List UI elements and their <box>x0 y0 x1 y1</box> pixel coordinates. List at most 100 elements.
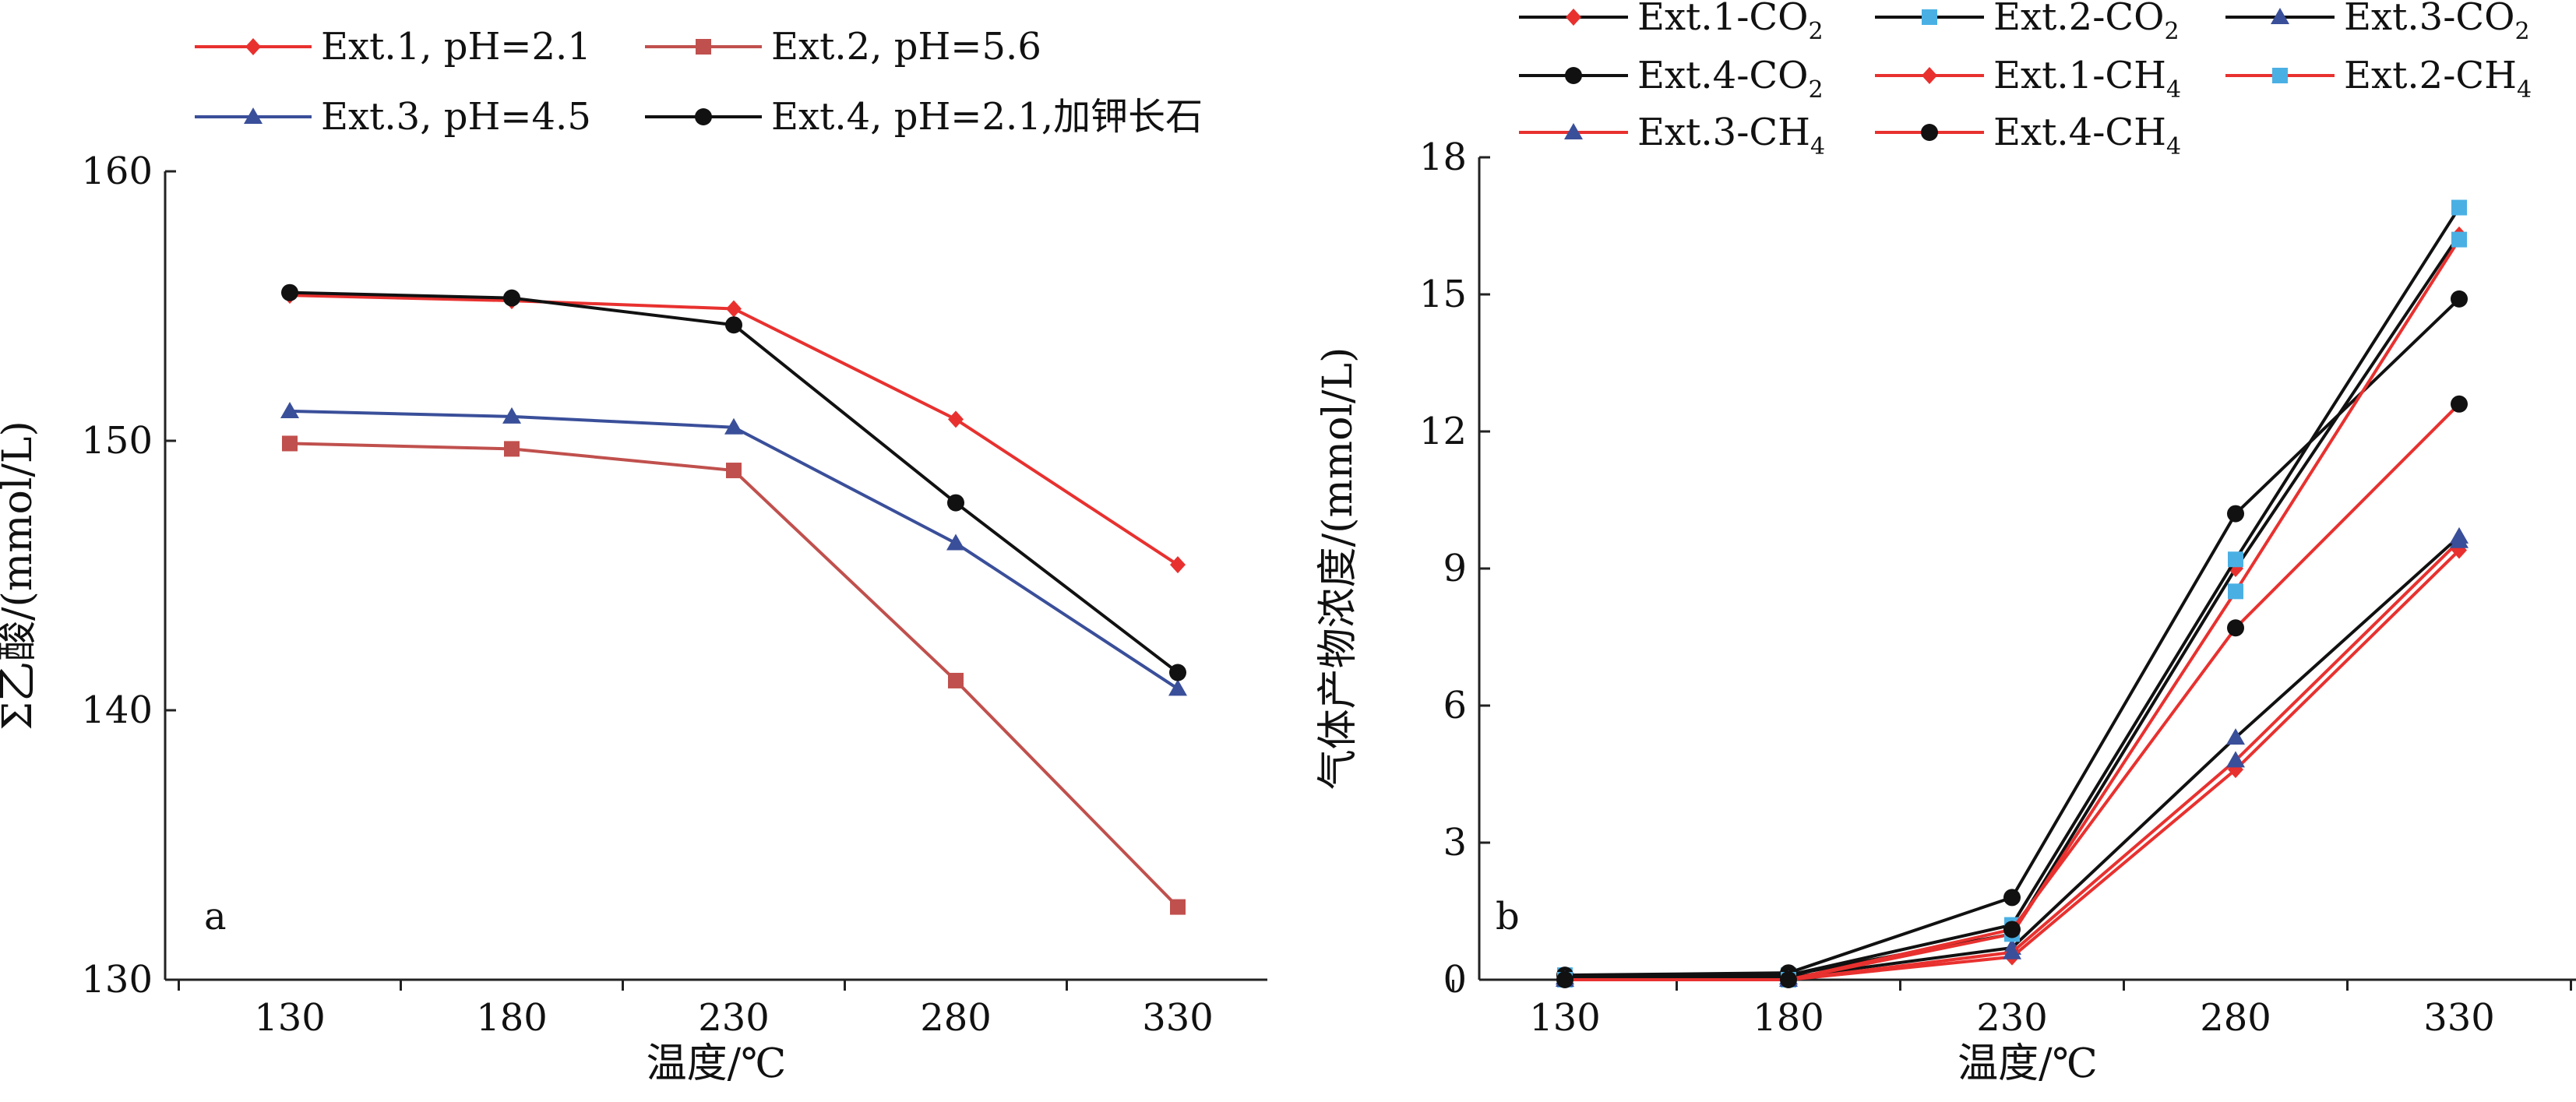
data-point <box>2451 395 2468 413</box>
data-point <box>1170 556 1186 574</box>
legend-label: Ext.3-CO2 <box>2344 0 2530 45</box>
legend-label-subscript: 2 <box>2515 18 2530 45</box>
data-point <box>502 407 521 424</box>
legend-label-text: Ext.1-CH <box>1993 54 2166 97</box>
data-point <box>948 672 964 688</box>
data-point <box>726 300 742 318</box>
y-tick-label: 160 <box>81 150 153 193</box>
data-point <box>1780 971 1797 988</box>
y-tick-label: 6 <box>1443 684 1467 727</box>
data-point <box>1169 664 1186 681</box>
legend-label: Ext.2-CO2 <box>1993 0 2180 45</box>
legend-label-text: Ext.2, pH=5.6 <box>771 25 1041 69</box>
y-tick-label: 150 <box>81 419 153 463</box>
y-tick-label: 15 <box>1419 273 1467 316</box>
data-point <box>2003 921 2021 938</box>
data-point <box>504 441 520 457</box>
data-point <box>1168 679 1187 696</box>
y-tick-label: 18 <box>1419 136 1467 179</box>
legend-label-text: Ext.2-CH <box>2344 54 2517 97</box>
legend-label-subscript: 2 <box>1809 18 1824 45</box>
x-axis-title: 温度/℃ <box>1958 1040 2098 1087</box>
data-point <box>726 463 742 479</box>
data-point <box>2451 231 2467 248</box>
series-line <box>1565 540 2461 981</box>
legend-label: Ext.4-CH4 <box>1993 111 2181 160</box>
data-point <box>2003 942 2021 959</box>
legend-label-subscript: 4 <box>2517 76 2532 104</box>
legend-label-subscript: 4 <box>2166 133 2181 160</box>
series-line <box>289 290 1179 674</box>
data-point <box>947 494 964 512</box>
legend-label: Ext.4, pH=2.1,加钾长石 <box>771 95 1203 139</box>
legend-label: Ext.3-CH4 <box>1637 111 1825 160</box>
legend-marker <box>1922 67 1937 84</box>
data-point <box>948 410 964 428</box>
x-tick-label: 130 <box>1529 996 1601 1040</box>
x-tick-label: 180 <box>476 996 548 1040</box>
legend-label: Ext.1-CO2 <box>1637 0 1824 45</box>
legend-label-text: Ext.4, pH=2.1,加钾长石 <box>771 95 1203 139</box>
legend-marker <box>1566 9 1581 26</box>
legend-marker <box>245 38 261 55</box>
legend-marker <box>1564 123 1583 139</box>
y-tick-label: 0 <box>1443 958 1467 1002</box>
legend-label: Ext.1, pH=2.1 <box>321 25 591 69</box>
legend-label-subscript: 2 <box>1809 76 1824 104</box>
x-tick-label: 230 <box>1976 996 2048 1040</box>
legend-label-text: Ext.3-CO <box>2344 0 2515 39</box>
data-point <box>282 435 298 452</box>
legend-label-text: Ext.4-CO <box>1637 54 1809 97</box>
series-line <box>1565 549 2461 981</box>
legend-label: Ext.2-CH4 <box>2344 54 2532 104</box>
x-tick-label: 230 <box>698 996 770 1040</box>
legend-label-text: Ext.1-CO <box>1637 0 1809 39</box>
x-axis-title: 温度/℃ <box>647 1040 787 1087</box>
legend-label-text: Ext.1, pH=2.1 <box>321 25 591 69</box>
series-line <box>289 409 1179 690</box>
data-point <box>724 417 743 435</box>
data-point <box>503 289 520 307</box>
data-point <box>2450 531 2469 548</box>
data-point <box>946 533 965 551</box>
y-axis-title: 气体产物浓度/(mmol/L) <box>1315 347 1362 790</box>
series-line <box>1565 206 2461 977</box>
x-tick-label: 130 <box>254 996 326 1040</box>
y-tick-label: 130 <box>81 958 153 1002</box>
chart-panel-b: 0 3 6 9 12 15 18 130 180 230 280 330 温度/℃ 气体产物浓度/(mmo… <box>1315 0 2576 1087</box>
legend-marker <box>2272 68 2288 83</box>
y-tick-label: 12 <box>1419 410 1467 453</box>
data-point <box>2003 889 2021 907</box>
y-tick-label: 9 <box>1443 547 1467 590</box>
legend-marker <box>1922 9 1937 25</box>
panel-label: b <box>1496 895 1520 938</box>
y-tick-label: 140 <box>81 688 153 732</box>
legend-marker <box>696 39 711 55</box>
data-point <box>2228 583 2243 600</box>
data-point <box>2226 751 2245 768</box>
x-tick-label: 180 <box>1753 996 1824 1040</box>
legend-label-text: Ext.4-CH <box>1993 111 2166 154</box>
panel-label: a <box>204 895 227 938</box>
legend-label: Ext.2, pH=5.6 <box>771 25 1041 69</box>
data-point <box>2451 290 2468 308</box>
legend-label-subscript: 4 <box>2166 76 2181 104</box>
data-point <box>1556 971 1573 988</box>
legend-marker <box>1921 124 1938 141</box>
data-point <box>2227 505 2244 523</box>
y-axis-title: Σ乙酸/(mmol/L) <box>0 421 41 730</box>
legend-marker <box>244 107 263 124</box>
legend-label-text: Ext.3, pH=4.5 <box>321 95 591 139</box>
legend-label: Ext.3, pH=4.5 <box>321 95 591 139</box>
y-tick-label: 3 <box>1443 821 1467 864</box>
data-point <box>2227 619 2244 637</box>
chart-panel-a: 130 140 150 160 130 180 230 280 330 温度/℃ Σ乙酸/(mmol… <box>0 25 1267 1087</box>
x-tick-label: 330 <box>1142 996 1214 1040</box>
legend-label-subscript: 2 <box>2165 18 2180 45</box>
data-point <box>1170 899 1186 915</box>
data-point <box>280 401 299 418</box>
data-point <box>281 283 298 301</box>
x-tick-label: 280 <box>920 996 992 1040</box>
series-line <box>289 442 1179 908</box>
